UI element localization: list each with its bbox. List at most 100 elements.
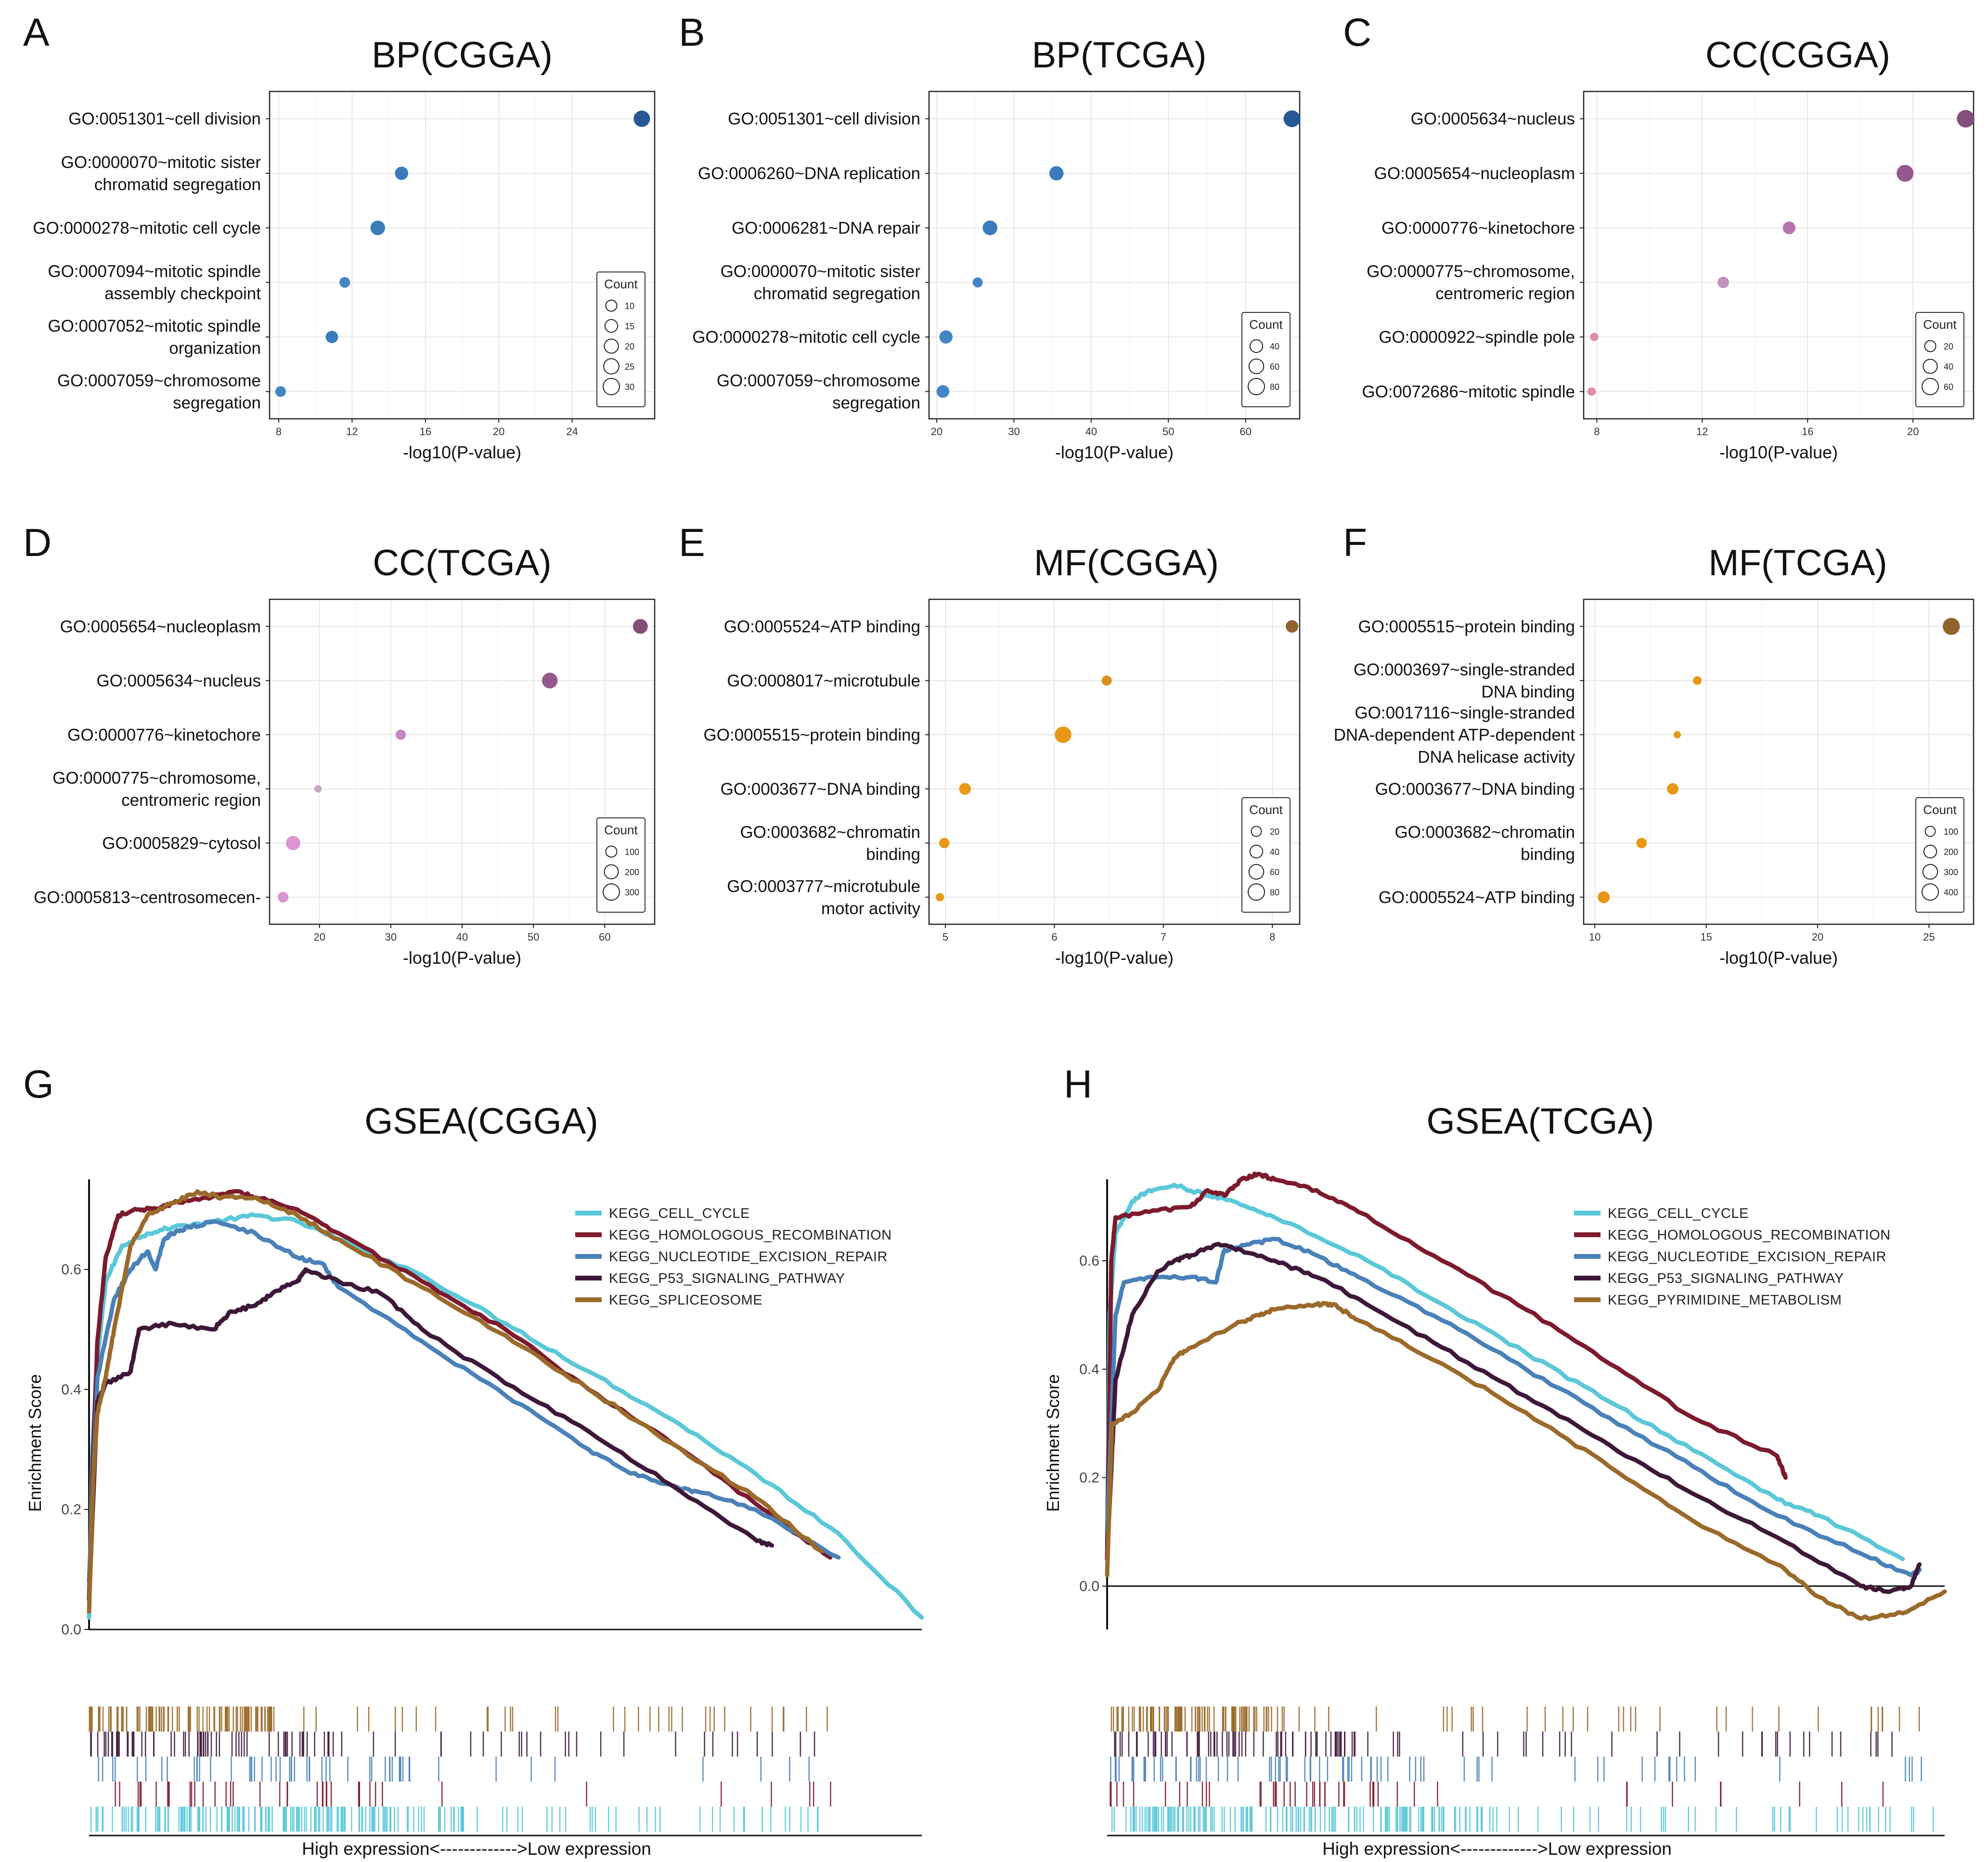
legend-label: KEGG_CELL_CYCLE — [1608, 1206, 1749, 1221]
size-legend-title: Count — [1249, 802, 1283, 817]
category-label: GO:0003697~single-stranded — [1354, 660, 1575, 679]
category-label: GO:0007059~chromosome — [57, 371, 261, 390]
data-point — [982, 220, 997, 235]
y-tick-label: 0.6 — [61, 1262, 81, 1278]
data-point — [1587, 387, 1596, 396]
size-legend-value: 80 — [1270, 888, 1279, 897]
size-legend-title: Count — [604, 823, 638, 837]
size-legend-symbol — [603, 358, 620, 375]
data-point — [1286, 620, 1299, 633]
data-point — [1957, 110, 1975, 128]
data-point — [1717, 276, 1729, 288]
category-label: GO:0000278~mitotic cell cycle — [33, 219, 261, 237]
size-legend-symbol — [1248, 864, 1265, 880]
size-legend-value: 200 — [625, 867, 639, 877]
series-line — [1105, 1237, 1922, 1578]
size-legend-box — [596, 272, 645, 407]
series-line — [1105, 1301, 1947, 1621]
size-legend-value: 60 — [1270, 362, 1279, 372]
legend-label: KEGG_SPLICEOSOME — [609, 1293, 762, 1308]
data-point — [939, 330, 953, 344]
data-point — [286, 836, 300, 851]
rug-row — [90, 1807, 819, 1832]
category-label: GO:0006260~DNA replication — [698, 164, 920, 183]
plot-frame — [269, 91, 656, 420]
panel-title: CC(CGGA) — [1705, 35, 1890, 76]
x-axis-label: -log10(P-value) — [1719, 948, 1838, 968]
category-label: GO:0000775~chromosome, — [1367, 262, 1575, 281]
category-label: GO:0003682~chromatin — [740, 823, 920, 841]
size-legend-value: 25 — [625, 362, 634, 372]
x-tick-label: 8 — [276, 426, 282, 438]
size-legend-value: 100 — [625, 847, 639, 857]
size-legend-title: Count — [1923, 802, 1957, 817]
size-legend-symbol — [604, 338, 619, 354]
data-point — [633, 110, 650, 127]
category-label: GO:0005524~ATP binding — [724, 617, 920, 636]
plot-frame — [928, 598, 1301, 925]
panel-title: BP(TCGA) — [1032, 35, 1206, 76]
x-tick-label: 20 — [1812, 931, 1823, 943]
data-point — [1049, 166, 1064, 181]
size-legend-symbol — [603, 378, 620, 395]
size-legend-value: 100 — [1944, 827, 1958, 837]
panel-letter: E — [679, 521, 705, 565]
category-label: GO:0005829~cytosol — [102, 834, 261, 853]
size-legend-title: Count — [1923, 317, 1957, 332]
size-legend-value: 60 — [1270, 867, 1279, 877]
data-point — [936, 893, 944, 902]
size-legend-value: 300 — [1944, 867, 1958, 877]
x-tick-label: 12 — [1696, 426, 1708, 438]
size-legend-box — [1915, 797, 1964, 913]
size-legend-value: 40 — [1944, 362, 1953, 372]
legend-label: KEGG_HOMOLOGOUS_RECOMBINATION — [1608, 1228, 1891, 1243]
data-point — [1101, 675, 1112, 686]
category-label: centromeric region — [121, 791, 261, 810]
size-legend-symbol — [1924, 826, 1936, 837]
x-tick-label: 20 — [313, 931, 325, 943]
data-point — [275, 386, 286, 397]
rank-axis-caption: High expression<------------->Low expres… — [302, 1839, 651, 1859]
x-tick-label: 6 — [1051, 931, 1057, 943]
x-tick-label: 16 — [420, 426, 431, 438]
category-label: GO:0003677~DNA binding — [1375, 780, 1575, 799]
size-legend-value: 80 — [1270, 382, 1279, 392]
data-point — [959, 783, 971, 795]
size-legend-value: 20 — [625, 342, 634, 351]
x-tick-label: 16 — [1802, 426, 1813, 438]
data-point — [1782, 221, 1796, 234]
dotplot-panel-d: D CC(TCGA) 20 30 40 50 60 -log10(P-value) GO:000… — [23, 521, 656, 968]
legend-label: KEGG_NUCLEOTIDE_EXCISION_REPAIR — [609, 1249, 888, 1265]
size-legend-symbol — [1923, 844, 1937, 859]
rug-row — [1110, 1707, 1920, 1732]
rug-row — [1110, 1782, 1884, 1807]
category-label: assembly checkpoint — [104, 284, 261, 303]
category-label: GO:0017116~single-stranded — [1355, 703, 1575, 722]
size-legend-symbol — [1249, 844, 1264, 859]
x-tick-label: 20 — [931, 426, 942, 438]
category-label: GO:0003777~microtubule — [727, 877, 920, 896]
panel-title: MF(CGGA) — [1034, 543, 1219, 583]
x-tick-label: 7 — [1161, 931, 1166, 943]
data-point — [1590, 333, 1599, 341]
size-legend-value: 30 — [625, 382, 634, 392]
size-legend-value: 20 — [1944, 342, 1953, 351]
data-point — [1673, 731, 1681, 738]
dotplot-panel-b: B BP(TCGA) 20 30 40 50 60 -log10(P-value) GO:005… — [679, 11, 1301, 462]
dotplot-panel-f: F MF(TCGA) 10 15 20 25 -log10(P-value) GO:00055… — [1334, 521, 1975, 968]
x-tick-label: 25 — [1923, 931, 1935, 943]
data-point — [278, 892, 289, 903]
x-tick-label: 10 — [1589, 931, 1601, 943]
size-legend-symbol — [1248, 378, 1265, 395]
x-axis-label: -log10(P-value) — [1055, 442, 1174, 462]
data-point — [939, 838, 950, 849]
legend-label: KEGG_CELL_CYCLE — [609, 1206, 750, 1221]
rug-row — [90, 1732, 815, 1757]
size-legend-box — [1915, 312, 1964, 407]
size-legend-symbol — [1923, 359, 1938, 374]
legend-label: KEGG_P53_SIGNALING_PATHWAY — [1608, 1271, 1844, 1286]
category-label: GO:0000922~spindle pole — [1379, 328, 1575, 347]
y-tick-label: 0.4 — [61, 1382, 81, 1397]
gsea-panel-g: G GSEA(CGGA) 0.0 0.2 0.4 0.6 Enrichment Score K… — [23, 1062, 924, 1859]
